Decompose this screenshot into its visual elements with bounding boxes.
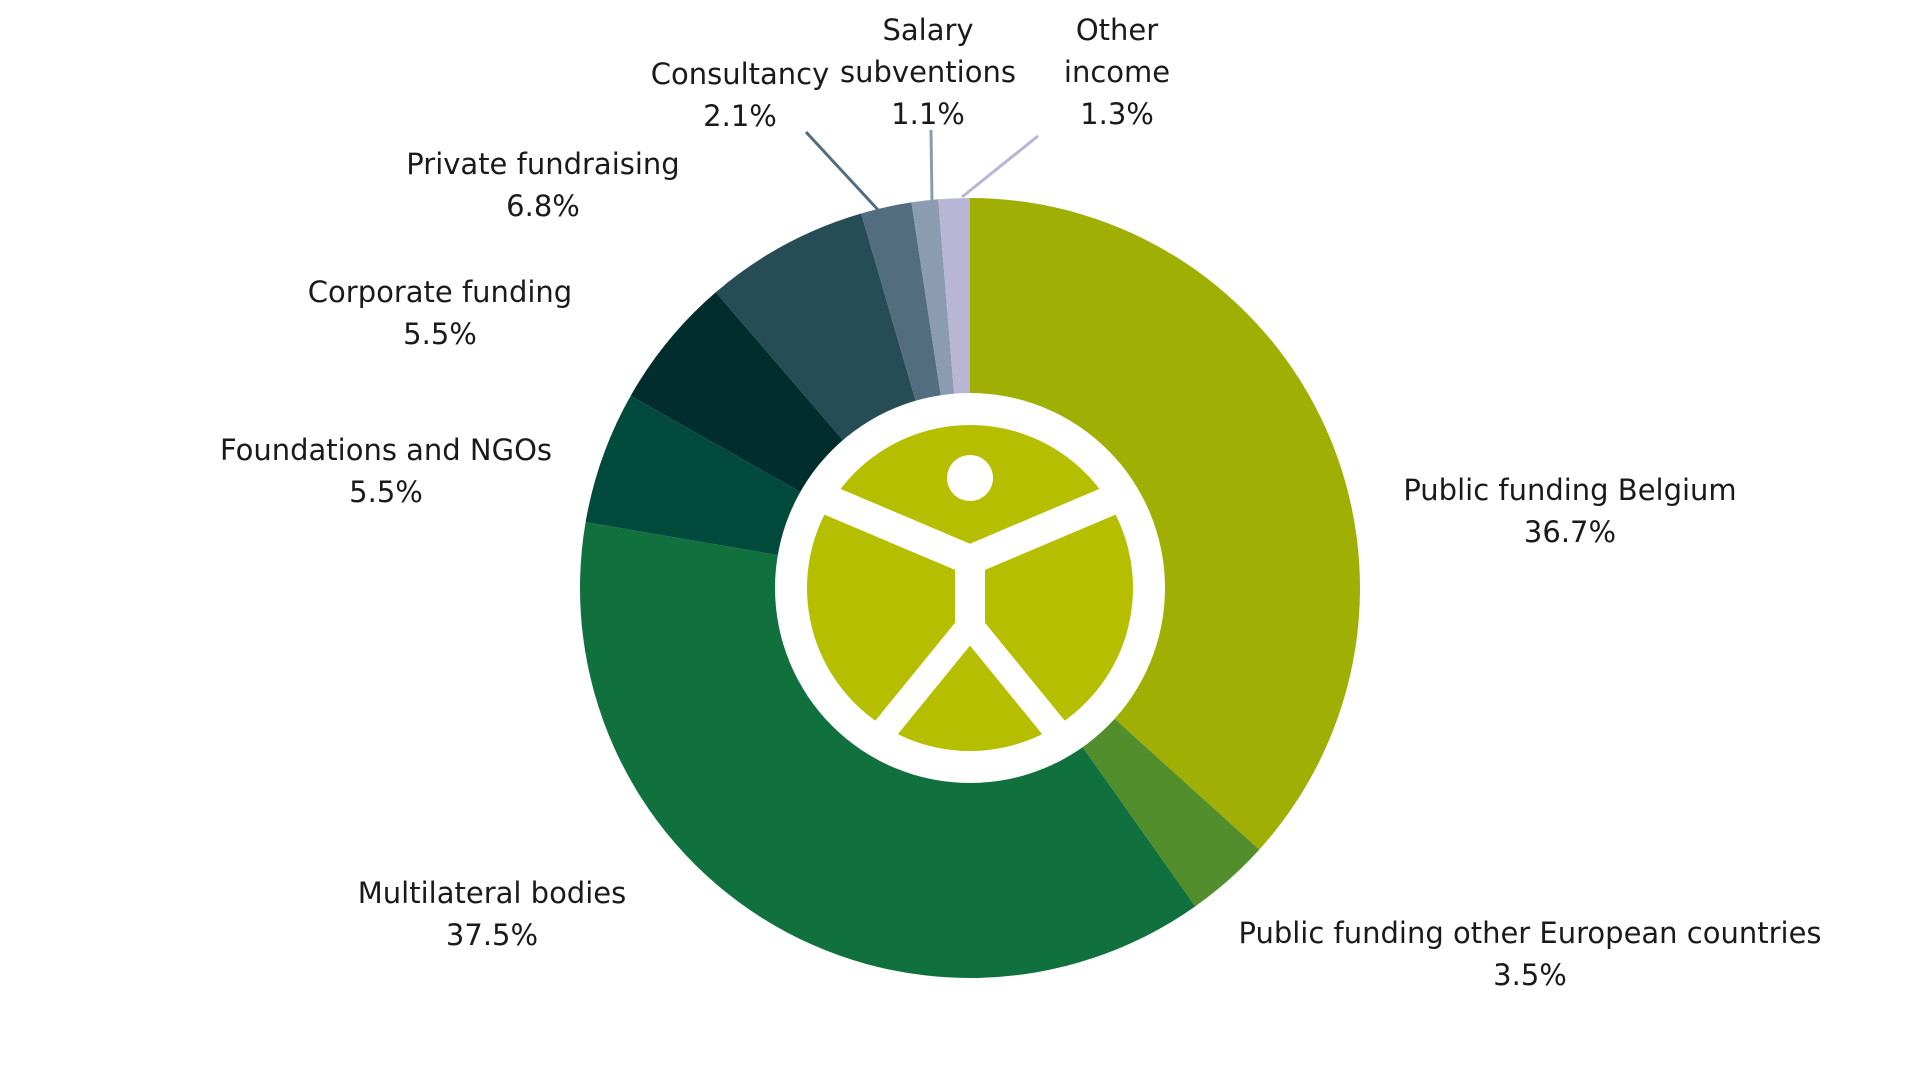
slice-label-8: Salary subventions 1.1% [840,13,1016,131]
slice-public-funding-belgium [970,198,1361,850]
slice-value-label: 2.1% [703,99,777,133]
slice-value-label: 5.5% [403,317,477,351]
slice-name-label: income [1064,55,1170,89]
slice-name-label: Foundations and NGOs [220,433,552,467]
slice-other-income [938,198,970,399]
slice-label-7: Consultancy 2.1% [651,57,830,133]
slice-name-label: subventions [840,55,1016,89]
slice-label-1: Public funding Belgium 36.7% [1403,473,1736,549]
leader-line-7 [804,130,882,214]
leader-line-9 [961,134,1039,199]
slice-value-label: 6.8% [506,189,580,223]
slice-name-label: Public funding Belgium [1403,473,1736,507]
slice-name-label: Multilateral bodies [358,876,626,910]
slice-name-label: Corporate funding [308,275,572,309]
slice-label-5: Corporate funding 5.5% [308,275,572,351]
slice-public-funding-other-european-countries [1079,715,1260,907]
slice-foundations-and-ngos [585,395,805,556]
slice-value-label: 1.3% [1080,97,1154,131]
slice-value-label: 36.7% [1524,515,1616,549]
slice-multilateral-bodies [580,522,1196,978]
leader-lines [804,129,1039,214]
leader-line-8 [929,129,934,203]
slice-value-label: 37.5% [446,918,538,952]
slice-label-9: Other income 1.3% [1064,13,1170,131]
slice-value-label: 5.5% [349,475,423,509]
slice-salary-subventions [911,199,955,401]
slice-label-6: Private fundraising 6.8% [406,147,679,223]
slice-name-label: Private fundraising [406,147,679,181]
slice-label-2: Public funding other European countries 3… [1238,916,1821,992]
slice-value-label: 1.1% [891,97,965,131]
slices-layer [580,198,1361,978]
slice-name-label: Public funding other European countries [1238,916,1821,950]
slice-value-label: 3.5% [1493,958,1567,992]
slice-label-4: Foundations and NGOs 5.5% [220,433,552,509]
slice-private-fundraising [715,213,917,444]
slice-labels: Public funding Belgium 36.7%Public fundin… [220,13,1822,992]
slice-corporate-funding [630,292,847,495]
slice-name-label: Consultancy [651,57,830,91]
slice-name-label: Other [1076,13,1158,47]
center-logo [775,393,1165,783]
human-head-icon [947,455,993,501]
slice-consultancy [861,202,942,406]
slice-name-label: Salary [882,13,973,47]
slice-label-3: Multilateral bodies 37.5% [358,876,626,952]
